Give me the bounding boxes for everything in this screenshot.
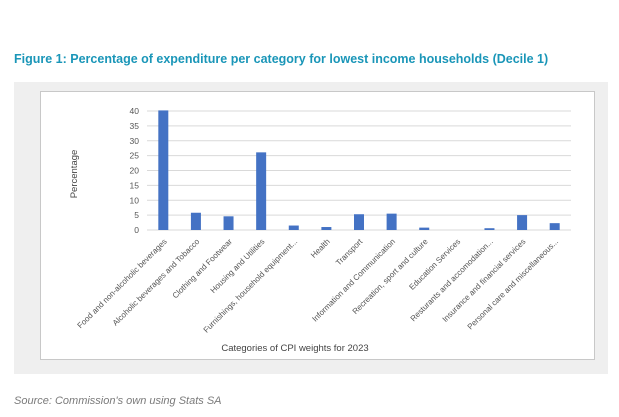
bar [549, 223, 560, 230]
chart-frame: 0 5 10 15 20 25 30 35 40 Food and non-alcoholic … [40, 91, 595, 360]
source-note: Source: Commission's own using Stats SA [14, 395, 222, 407]
x-tick-label: Transport [334, 237, 365, 268]
bar [256, 152, 267, 230]
bar [419, 227, 430, 230]
y-tick-label: 5 [134, 210, 139, 220]
y-tick-label: 35 [130, 121, 140, 131]
bars [158, 110, 560, 230]
chart-panel: 0 5 10 15 20 25 30 35 40 Food and non-alcoholic … [14, 82, 608, 374]
y-tick-label: 30 [130, 136, 140, 146]
x-tick-labels: Food and non-alcoholic beveragesAlcoholi… [76, 237, 561, 335]
bar [517, 215, 528, 230]
bar [223, 216, 234, 230]
y-tick-label: 25 [130, 151, 140, 161]
y-tick-label: 15 [130, 180, 140, 190]
bar [190, 212, 201, 230]
y-tick-label: 20 [130, 166, 140, 176]
bar [386, 213, 397, 230]
x-axis-label: Categories of CPI weights for 2023 [221, 343, 368, 354]
y-tick-label: 40 [130, 106, 140, 116]
y-tick-labels: 0 5 10 15 20 25 30 35 40 [130, 106, 140, 235]
x-tick-label: Health [309, 237, 332, 260]
gridlines [147, 110, 571, 231]
bar-chart: 0 5 10 15 20 25 30 35 40 Food and non-alcoholic … [69, 106, 571, 354]
bar [288, 225, 299, 230]
x-tick-label: Housing and Utilities [209, 237, 267, 295]
bar [354, 214, 364, 230]
y-tick-label: 10 [130, 195, 140, 205]
y-tick-label: 0 [134, 225, 139, 235]
bar [321, 227, 332, 230]
x-tick-label: Clothing and Footwear [171, 237, 235, 301]
bar [484, 228, 495, 230]
figure-title: Figure 1: Percentage of expenditure per … [14, 52, 549, 66]
y-axis-label: Percentage [69, 150, 80, 199]
bar [158, 110, 169, 230]
